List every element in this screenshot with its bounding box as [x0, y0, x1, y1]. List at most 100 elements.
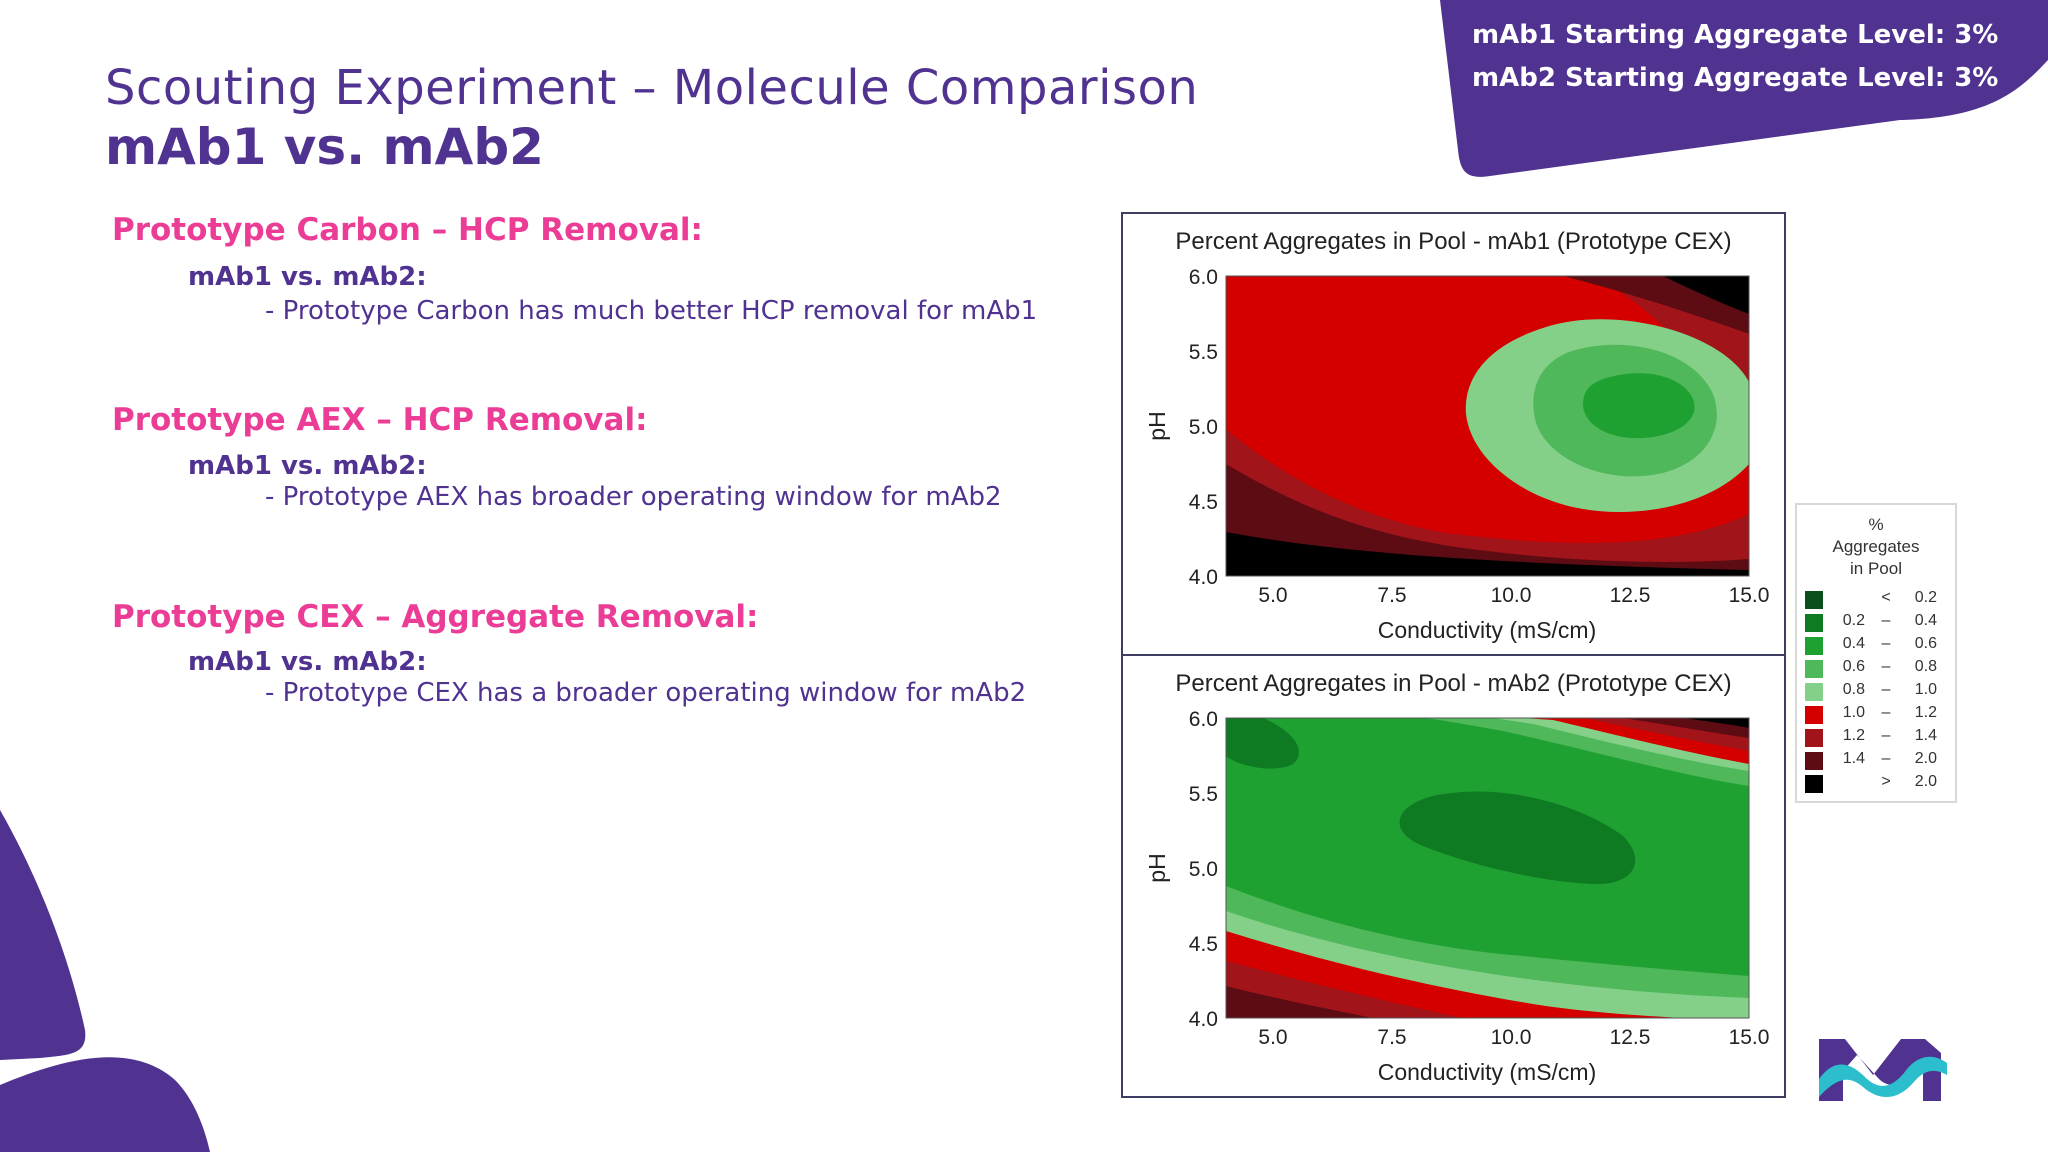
legend-swatch	[1805, 729, 1823, 747]
y-tick-label: 4.0	[1189, 566, 1218, 589]
legend-range-sep: >	[1881, 773, 1891, 790]
legend-range-high: 0.8	[1914, 658, 1937, 675]
x-tick-label: 15.0	[1729, 584, 1770, 607]
contour-band-0.4-0.6	[1583, 373, 1695, 439]
contour-band-1.4-2.0-bottom	[1226, 986, 1373, 1018]
legend-range-sep: –	[1881, 658, 1891, 675]
legend-range-high: 0.2	[1914, 589, 1937, 606]
x-tick-label: 12.5	[1610, 584, 1651, 607]
y-tick-label: 4.5	[1189, 491, 1218, 514]
legend-swatch	[1805, 752, 1823, 770]
contour-band-0.2-0.4-center	[1399, 791, 1636, 885]
legend-swatch	[1805, 637, 1823, 655]
chart-legend: % Aggregates in Pool <0.2 0.2–0.4 0.4–0.6 0…	[1795, 503, 1957, 803]
legend-item: 1.4– 2.0	[1805, 750, 1950, 770]
contour-fills	[1226, 276, 1749, 576]
badge-mab1-level: mAb1 Starting Aggregate Level: 3%	[1472, 20, 1999, 50]
x-tick-label: 15.0	[1729, 1026, 1770, 1049]
legend-swatch	[1805, 775, 1823, 793]
legend-range-high: 1.2	[1914, 704, 1937, 721]
y-tick-label: 6.0	[1189, 708, 1218, 731]
y-tick-label: 5.0	[1189, 416, 1218, 439]
contour-band-above-2.0-bottom	[1226, 532, 1749, 576]
x-tick-label: 5.0	[1258, 584, 1287, 607]
top-right-badge-shape	[1440, 0, 2048, 177]
legend-swatch	[1805, 683, 1823, 701]
legend-swatch	[1805, 706, 1823, 724]
contour-chart-mab1: Percent Aggregates in Pool - mAb1 (Proto…	[1121, 212, 1786, 656]
x-tick-label: 7.5	[1377, 584, 1406, 607]
legend-swatch	[1805, 614, 1823, 632]
section-label-cex: mAb1 vs. mAb2:	[188, 647, 427, 677]
legend-range-low: 0.4	[1842, 635, 1865, 652]
legend-swatch	[1805, 591, 1823, 609]
y-tick-label: 5.0	[1189, 858, 1218, 881]
y-tick-label: 5.5	[1189, 341, 1218, 364]
left-bottom-blob	[0, 810, 86, 1060]
chart-title: Percent Aggregates in Pool - mAb2 (Proto…	[1175, 670, 1732, 697]
legend-range-high: 1.4	[1914, 727, 1937, 744]
slide-subtitle: mAb1 vs. mAb2	[105, 118, 544, 176]
legend-range-high: 1.0	[1914, 681, 1937, 698]
logo-purple-stroke	[1819, 1039, 1941, 1101]
legend-item: 0.4– 0.6	[1805, 635, 1950, 655]
company-logo	[1819, 1039, 1947, 1101]
slide-title: Scouting Experiment – Molecule Compariso…	[105, 60, 1199, 116]
x-axis-label: Conductivity (mS/cm)	[1378, 617, 1597, 643]
legend-range-high: 2.0	[1914, 750, 1937, 767]
contour-band-1.4-2.0-bottom	[1226, 464, 1749, 576]
y-axis-label: pH	[1144, 411, 1170, 440]
legend-range-sep: –	[1881, 704, 1891, 721]
x-tick-label: 5.0	[1258, 1026, 1287, 1049]
x-tick-label: 10.0	[1491, 1026, 1532, 1049]
logo-cyan-stroke	[1819, 1056, 1947, 1098]
section-heading-cex: Prototype CEX – Aggregate Removal:	[112, 599, 759, 635]
y-tick-label: 4.0	[1189, 1008, 1218, 1031]
chart-plot: 6.0 5.5 5.0 4.5 4.0 5.0 7.5 10.0 12.5 15…	[1144, 266, 1770, 643]
legend-range-sep: –	[1881, 750, 1891, 767]
contour-band-1.4-2.0-top	[1623, 718, 1749, 738]
legend-range-low: 0.6	[1842, 658, 1865, 675]
plot-frame	[1225, 275, 1750, 577]
legend-title-percent: %	[1868, 515, 1884, 534]
y-axis-label: pH	[1144, 853, 1170, 882]
left-corner-blob	[0, 1057, 210, 1152]
chart-title: Percent Aggregates in Pool - mAb1 (Proto…	[1175, 228, 1732, 255]
section-heading-aex: Prototype AEX – HCP Removal:	[112, 402, 648, 438]
section-point-cex: - Prototype CEX has a broader operating …	[265, 678, 1027, 708]
legend-item: 1.2– 1.4	[1805, 727, 1950, 747]
legend-item: >2.0	[1805, 773, 1950, 793]
contour-fills	[1226, 718, 1749, 1018]
y-tick-label: 6.0	[1189, 266, 1218, 289]
x-tick-label: 10.0	[1491, 584, 1532, 607]
legend-title-aggregates: Aggregates	[1832, 537, 1920, 556]
legend-item: <0.2	[1805, 589, 1950, 609]
legend-range-high: 2.0	[1914, 773, 1937, 790]
legend-range-sep: –	[1881, 635, 1891, 652]
legend-item: 0.6– 0.8	[1805, 658, 1950, 678]
legend-range-sep: <	[1881, 589, 1891, 606]
section-heading-carbon: Prototype Carbon – HCP Removal:	[112, 212, 703, 248]
legend-range-low: 1.0	[1842, 704, 1865, 721]
legend-item: 1.0– 1.2	[1805, 704, 1950, 724]
legend-range-high: 0.6	[1914, 635, 1937, 652]
contour-band-above-2.0	[1663, 276, 1749, 314]
contour-chart-mab2: Percent Aggregates in Pool - mAb2 (Proto…	[1121, 654, 1786, 1098]
badge-mab2-level: mAb2 Starting Aggregate Level: 3%	[1472, 63, 1999, 93]
contour-band-above-2.0-top	[1683, 718, 1749, 728]
plot-frame	[1225, 717, 1750, 1019]
x-tick-label: 7.5	[1377, 1026, 1406, 1049]
legend-item: 0.2– 0.4	[1805, 612, 1950, 632]
legend-range-low: 0.8	[1842, 681, 1865, 698]
section-point-carbon: - Prototype Carbon has much better HCP r…	[265, 296, 1038, 326]
legend-range-high: 0.4	[1914, 612, 1937, 629]
legend-range-low: 1.4	[1842, 750, 1865, 767]
x-axis-label: Conductivity (mS/cm)	[1378, 1059, 1597, 1085]
legend-range-sep: –	[1881, 681, 1891, 698]
legend-item: 0.8– 1.0	[1805, 681, 1950, 701]
y-tick-label: 5.5	[1189, 783, 1218, 806]
legend-range-sep: –	[1881, 727, 1891, 744]
chart-plot: 6.0 5.5 5.0 4.5 4.0 5.0 7.5 10.0 12.5 15…	[1144, 708, 1770, 1085]
legend-title-in-pool: in Pool	[1850, 559, 1902, 578]
